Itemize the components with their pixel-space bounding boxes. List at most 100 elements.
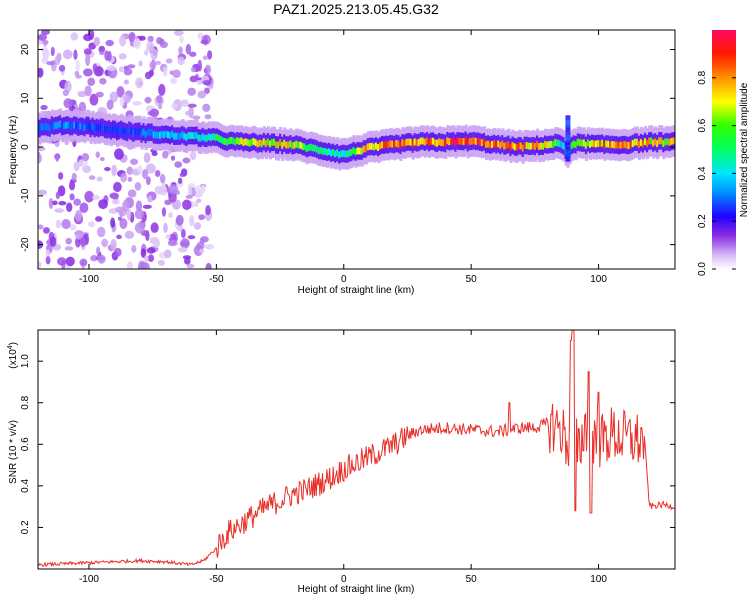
spectrogram-noise-cell <box>189 75 198 83</box>
spectrogram-core-cell <box>529 142 533 150</box>
spectrogram-core-cell <box>658 137 662 145</box>
spectrogram-noise-cell <box>138 35 146 41</box>
spectrogram-core-cell <box>197 134 201 142</box>
spectrogram-noise-cell <box>182 199 192 211</box>
spectrogram-core-cell <box>515 143 519 151</box>
spectrogram-noise-cell <box>171 103 179 109</box>
spectrogram-core-cell <box>413 138 417 146</box>
spectrogram-noise-cell <box>38 224 44 230</box>
spectrogram-core-cell <box>476 137 480 145</box>
spectrogram-noise-cell <box>119 35 127 47</box>
spectrogram-xtick-label: 100 <box>590 274 607 285</box>
spectrogram-noise-cell <box>197 90 207 99</box>
spectrogram-core-cell <box>42 123 46 131</box>
spectrogram-noise-cell <box>116 86 125 98</box>
spectrogram-core-cell <box>572 140 576 148</box>
spectrogram-core-cell <box>101 124 105 131</box>
svg-text:(x104): (x104) <box>7 342 19 369</box>
spectrogram-ytick-label: 10 <box>20 92 31 104</box>
spectrogram-core-cell <box>631 140 635 148</box>
spectrogram-disturbance-cell <box>565 142 571 145</box>
spectrogram-noise-cell <box>190 67 196 73</box>
spectrogram-core-cell <box>387 141 391 149</box>
spectrogram-noise-cell <box>65 237 72 245</box>
spectrogram-noise-cell <box>97 254 106 264</box>
spectrogram-core-cell <box>164 130 169 138</box>
spectrogram-core-cell <box>183 132 187 140</box>
spectrogram-core-cell <box>650 137 654 145</box>
spectrogram-core-cell <box>672 137 675 145</box>
spectrogram-core-cell <box>146 129 150 136</box>
spectrogram-core-cell <box>38 125 42 132</box>
spectrogram-core-cell <box>81 122 85 130</box>
spectrogram-core-cell <box>525 142 529 149</box>
spectrogram-core-cell <box>389 140 393 148</box>
spectrogram-noise-cell <box>147 254 155 262</box>
spectrogram-core-cell <box>321 147 326 155</box>
spectrogram-noise-cell <box>109 91 118 103</box>
spectrogram-core-cell <box>158 131 163 139</box>
spectrogram-core-cell <box>109 127 114 135</box>
spectrogram-noise-cell <box>61 218 71 230</box>
spectrogram-ytick-label: -10 <box>20 188 31 203</box>
spectrogram-core-cell <box>346 150 350 158</box>
spectrogram-noise-cell <box>73 49 78 60</box>
snr-scale-base: (x10 <box>8 349 19 369</box>
spectrogram-core-cell <box>590 139 595 147</box>
spectrogram-noise-cell <box>177 246 188 253</box>
spectrogram-noise-cell <box>136 165 143 174</box>
spectrogram-noise-cell <box>161 181 166 193</box>
spectrogram-core-cell <box>458 137 462 145</box>
spectrogram-core-cell <box>319 147 324 154</box>
spectrogram-noise-cell <box>131 245 137 253</box>
spectrogram-core-cell <box>248 139 252 147</box>
spectrogram-noise-cell <box>154 185 163 195</box>
spectrogram-core-cell <box>179 132 183 140</box>
spectrogram-core-cell <box>635 138 639 146</box>
spectrogram-xtick-label: 50 <box>466 274 478 285</box>
spectrogram-noise-cell <box>202 55 209 61</box>
spectrogram-core-cell <box>62 122 67 130</box>
spectrogram-noise-cell <box>149 60 157 70</box>
snr-frame <box>37 329 676 570</box>
spectrogram-disturbance-cell <box>565 137 571 140</box>
spectrogram-core-cell <box>537 143 542 150</box>
spectrogram-core-cell <box>323 147 328 155</box>
spectrogram-noise-cell <box>127 176 133 182</box>
spectrogram-core-cell <box>519 142 523 150</box>
spectrogram-core-cell <box>348 149 352 157</box>
spectrogram-core-cell <box>466 139 470 147</box>
spectrogram-core-cell <box>444 139 448 147</box>
spectrogram-noise-cell <box>75 60 80 72</box>
spectrogram-core-cell <box>244 138 248 146</box>
spectrogram-noise-cell <box>182 157 191 164</box>
spectrogram-core-cell <box>507 140 511 148</box>
colorbar-tick-label: 0.0 <box>697 262 708 276</box>
spectrogram-noise-cell <box>111 164 117 177</box>
spectrogram-noise-cell <box>180 100 189 108</box>
spectrogram-disturbance-cell <box>565 159 571 162</box>
spectrogram-core-cell <box>401 139 405 147</box>
spectrogram-core-cell <box>336 149 340 157</box>
spectrogram-core-cell <box>177 132 181 140</box>
spectrogram-core-cell <box>552 141 556 148</box>
spectrogram-core-cell <box>625 141 629 149</box>
spectrogram-noise-cell <box>79 202 89 214</box>
spectrogram-noise-cell <box>94 216 103 222</box>
spectrogram-disturbance-cell <box>565 147 571 150</box>
spectrogram-core-cell <box>315 145 319 153</box>
spectrogram-noise-cell <box>187 235 196 240</box>
spectrogram-disturbance-cell <box>565 115 571 118</box>
spectrogram-core-cell <box>73 121 77 129</box>
spectrogram-core-cell <box>378 142 383 150</box>
spectrogram-core-cell <box>637 141 642 148</box>
spectrogram-noise-cell <box>84 85 92 97</box>
spectrogram-core-cell <box>325 148 330 156</box>
spectrogram-core-cell <box>619 141 623 149</box>
spectrogram-core-cell <box>150 128 154 136</box>
spectrogram-noise-cell <box>167 239 178 247</box>
spectrogram-core-cell <box>456 137 460 145</box>
spectrogram-noise-cell <box>152 239 161 248</box>
spectrogram-core-cell <box>411 140 415 148</box>
spectrogram-core-cell <box>103 125 107 133</box>
